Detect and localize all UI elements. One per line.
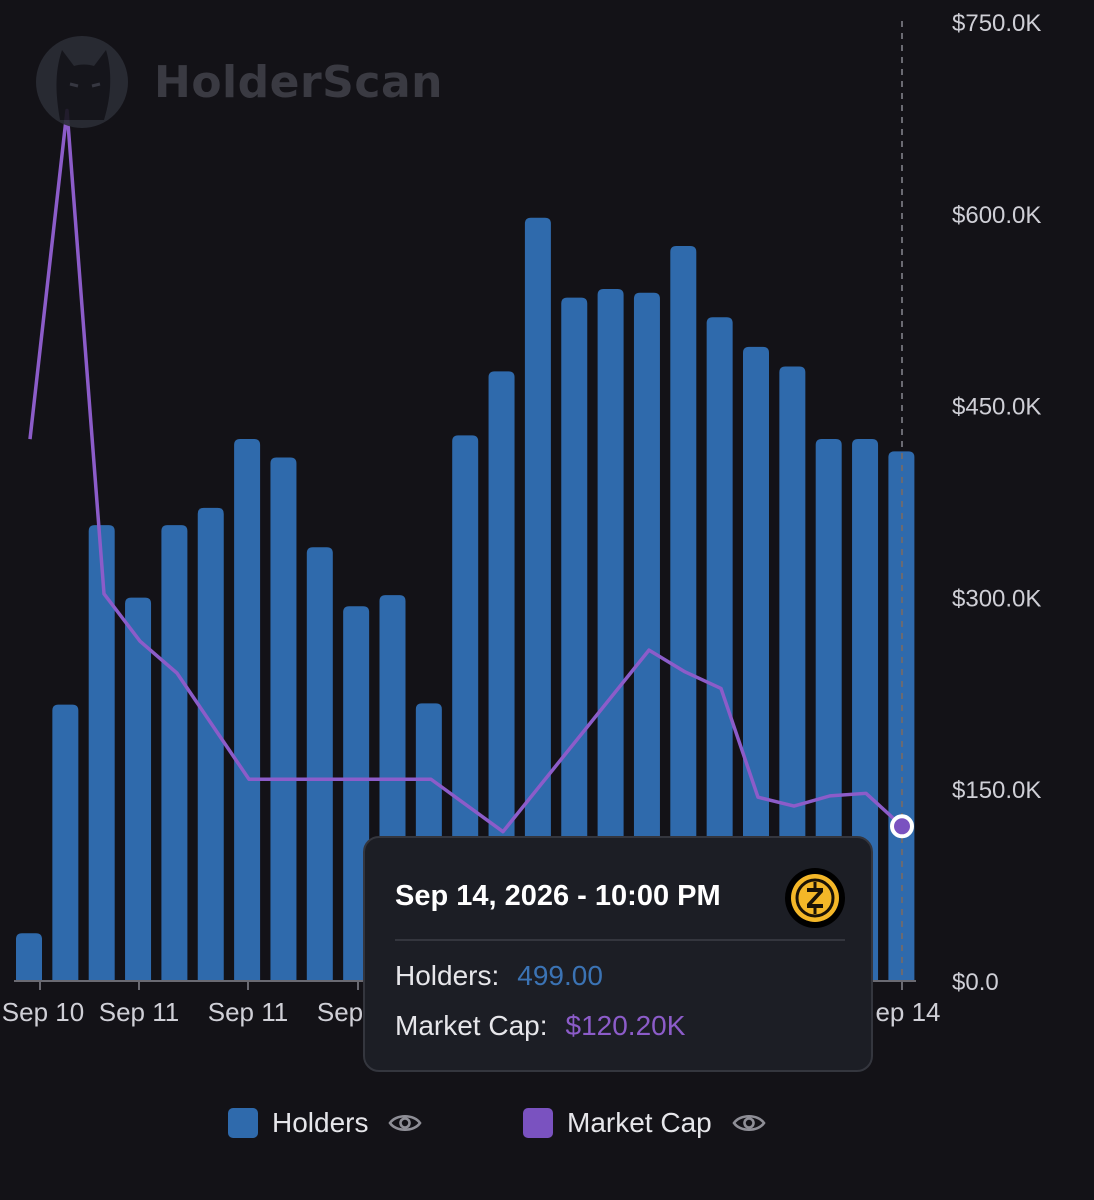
tooltip-date: Sep 14, 2026 - 10:00 PM bbox=[395, 880, 721, 912]
holders-bar[interactable] bbox=[16, 933, 42, 980]
market-cap-points bbox=[890, 814, 914, 839]
market-cap-line bbox=[28, 108, 904, 834]
holders-bar[interactable] bbox=[270, 457, 297, 980]
x-tick-label: Sep 11 bbox=[208, 997, 288, 1027]
holders-bar[interactable] bbox=[306, 547, 333, 980]
holders-bar[interactable] bbox=[706, 317, 733, 980]
tooltip-divider bbox=[395, 939, 845, 941]
holderscan-watermark: HolderScan bbox=[34, 36, 443, 128]
y-tick-label: $150.0K bbox=[952, 777, 1041, 804]
zcash-coin-icon bbox=[785, 868, 845, 928]
holders-bar[interactable] bbox=[343, 606, 370, 980]
holders-bar[interactable] bbox=[125, 597, 152, 980]
legend-item-market-cap[interactable]: Market Cap bbox=[523, 1100, 766, 1146]
y-tick-label: $0.0 bbox=[952, 969, 999, 996]
holders-bar[interactable] bbox=[633, 292, 660, 980]
x-axis-labels: Sep 10 Sep 11 Sep 11 Sep ep 14 bbox=[2, 997, 941, 1027]
tooltip-holders-label: Holders: bbox=[395, 960, 500, 991]
watermark-brand-text: HolderScan bbox=[154, 56, 443, 108]
x-tick-label: ep 14 bbox=[875, 997, 940, 1027]
chart-tooltip: Sep 14, 2026 - 10:00 PM Holders: 499.00 M… bbox=[363, 836, 873, 1072]
holders-bar[interactable] bbox=[888, 451, 915, 980]
eye-icon[interactable] bbox=[388, 1111, 423, 1135]
holders-bar[interactable] bbox=[52, 704, 79, 980]
x-tick-label: Sep 11 bbox=[99, 997, 179, 1027]
holders-bar[interactable] bbox=[743, 346, 769, 981]
chart-legend: Holders Market Cap bbox=[0, 1100, 1094, 1146]
holders-bar[interactable] bbox=[197, 507, 224, 980]
y-tick-label: $600.0K bbox=[952, 202, 1041, 229]
holders-bar[interactable] bbox=[597, 289, 624, 980]
holders-bar[interactable] bbox=[161, 525, 188, 980]
legend-item-holders[interactable]: Holders bbox=[228, 1100, 423, 1146]
x-tick-label: Sep 10 bbox=[2, 997, 84, 1027]
holders-bar[interactable] bbox=[88, 525, 115, 980]
y-axis-labels: $0.0 $150.0K $300.0K $450.0K $600.0K $750.0K bbox=[952, 10, 1041, 996]
holders-bar[interactable] bbox=[561, 297, 588, 980]
tooltip-mcap-value: $120.20K bbox=[565, 1010, 686, 1041]
legend-label-holders: Holders bbox=[272, 1107, 369, 1138]
eye-icon[interactable] bbox=[732, 1111, 766, 1135]
market-cap-active-point[interactable] bbox=[890, 814, 914, 839]
y-tick-label: $300.0K bbox=[952, 585, 1041, 612]
holders-bar[interactable] bbox=[234, 439, 261, 980]
y-tick-label: $450.0K bbox=[952, 394, 1041, 421]
x-tick-label: Sep bbox=[317, 997, 363, 1027]
legend-swatch-market-cap bbox=[523, 1108, 553, 1138]
tooltip-mcap-row: Market Cap: $120.20K bbox=[395, 1010, 685, 1042]
legend-swatch-holders bbox=[228, 1108, 258, 1138]
y-tick-label: $750.0K bbox=[952, 10, 1041, 37]
x-axis-ticks bbox=[39, 980, 903, 990]
tooltip-holders-value: 499.00 bbox=[517, 960, 603, 991]
tooltip-holders-row: Holders: 499.00 bbox=[395, 960, 603, 992]
tooltip-mcap-label: Market Cap: bbox=[395, 1010, 548, 1041]
holders-bar[interactable] bbox=[779, 366, 806, 980]
cat-head-icon bbox=[36, 36, 128, 128]
legend-label-market-cap: Market Cap bbox=[567, 1107, 712, 1138]
holders-bar[interactable] bbox=[524, 217, 551, 980]
holders-bar[interactable] bbox=[670, 245, 697, 980]
